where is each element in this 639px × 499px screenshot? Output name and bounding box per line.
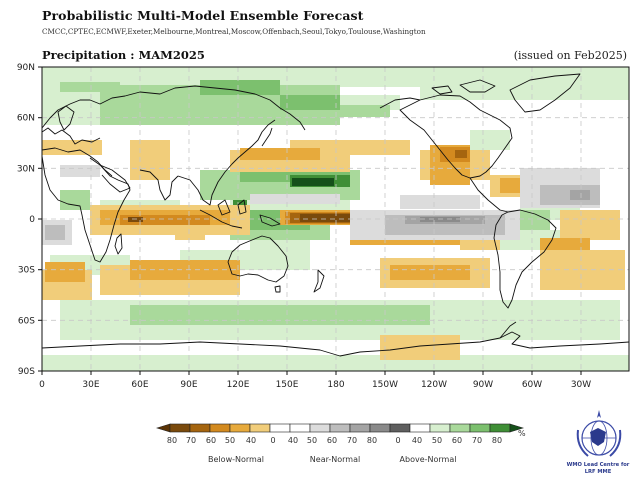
x-tick-label: 120E	[227, 380, 250, 390]
legend-tick: 70	[472, 436, 482, 445]
legend-tick: 40	[412, 436, 422, 445]
near-normal-swatches	[269, 423, 411, 433]
chart-title: Probabilistic Multi-Model Ensemble Forec…	[42, 8, 364, 23]
x-tick-label: 30W	[571, 380, 591, 390]
x-tick-label: 150W	[372, 380, 398, 390]
legend-tick: 80	[367, 436, 377, 445]
y-tick-label: 90S	[18, 367, 35, 377]
legend-tick: 60	[206, 436, 216, 445]
x-tick-label: 120W	[421, 380, 447, 390]
model-list: CMCC,CPTEC,ECMWF,Exeter,Melbourne,Montre…	[42, 27, 426, 36]
chart-subtitle: Precipitation : MAM2025	[42, 48, 205, 62]
x-tick-label: 150E	[276, 380, 299, 390]
wmo-logo-text: WMO Lead Centre for LRF MME	[566, 462, 630, 475]
y-tick-label: 90N	[17, 63, 35, 73]
legend-category-above: Above-Normal	[400, 455, 457, 464]
y-tick-label: 30N	[17, 164, 35, 174]
wmo-logo-icon	[576, 410, 622, 457]
legend-category-below: Below-Normal	[208, 455, 264, 464]
legend-tick: 80	[492, 436, 502, 445]
below-normal-swatches	[169, 423, 271, 433]
legend-tick: 50	[225, 436, 235, 445]
coastlines	[42, 73, 629, 357]
y-tick-label: 60N	[17, 114, 35, 124]
y-tick-label: 0	[29, 215, 35, 225]
x-tick-label: 30E	[82, 380, 99, 390]
legend-tick: 70	[186, 436, 196, 445]
legend-tick: 50	[307, 436, 317, 445]
legend-tick: 50	[432, 436, 442, 445]
legend-tick: 40	[288, 436, 298, 445]
x-tick-label: 180	[327, 380, 344, 390]
graticule	[42, 67, 629, 371]
legend-tick: 80	[167, 436, 177, 445]
x-tick-label: 60E	[131, 380, 148, 390]
legend-unit: %	[518, 429, 526, 438]
legend-category-near: Near-Normal	[310, 455, 360, 464]
issued-date: (issued on Feb2025)	[513, 49, 627, 62]
above-normal-swatches	[409, 423, 511, 433]
y-tick-label: 30S	[18, 266, 35, 276]
x-tick-label: 90E	[180, 380, 197, 390]
x-tick-label: 90W	[473, 380, 493, 390]
legend-tick: 40	[246, 436, 256, 445]
legend-tick: 70	[347, 436, 357, 445]
y-tick-label: 60S	[18, 316, 35, 326]
legend-tick: 60	[452, 436, 462, 445]
legend-tick: 0	[270, 436, 275, 445]
legend-tick: 60	[327, 436, 337, 445]
x-tick-label: 0	[39, 380, 45, 390]
x-tick-label: 60W	[522, 380, 542, 390]
forecast-map: 90N 60N 30N 0 30S 60S 90S 0 30E 60E 90E …	[17, 63, 630, 390]
legend-tick: 0	[395, 436, 400, 445]
precip-field	[42, 67, 629, 371]
